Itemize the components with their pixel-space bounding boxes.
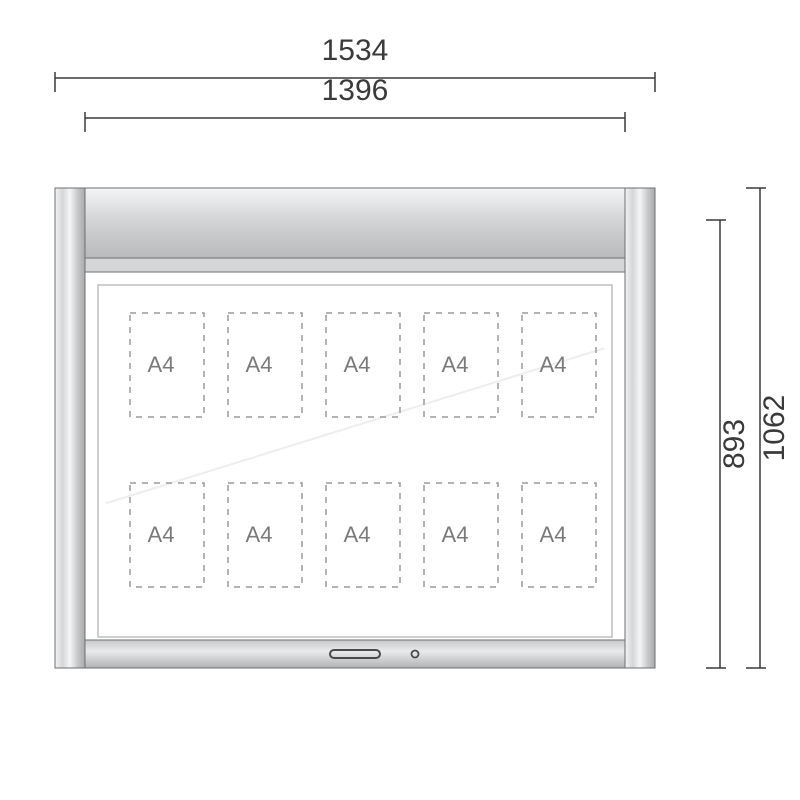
a4-slot-label: A4 (344, 522, 371, 547)
dim-outer-height: 1062 (758, 395, 791, 462)
right-post (625, 188, 655, 668)
a4-slot-label: A4 (540, 522, 567, 547)
dim-outer-width: 1534 (322, 34, 389, 67)
a4-slot-label: A4 (344, 352, 371, 377)
glass-rect (98, 285, 612, 637)
a4-slot-label: A4 (148, 522, 175, 547)
a4-slot-label: A4 (442, 522, 469, 547)
a4-slot-label: A4 (148, 352, 175, 377)
glass-panel (98, 285, 612, 637)
dim-inner-height: 893 (718, 419, 751, 469)
dim-inner-width: 1396 (322, 74, 389, 107)
a4-slot-label: A4 (442, 352, 469, 377)
a4-slot-label: A4 (246, 522, 273, 547)
a4-slot-label: A4 (246, 352, 273, 377)
top-dimension-group: 1534 1396 (55, 34, 655, 132)
a4-slot-label: A4 (540, 352, 567, 377)
top-rail-lip (85, 258, 625, 272)
right-dimension-group: 1062893 (706, 188, 791, 668)
diagram-canvas: 1534 1396 1062893 A4 A4 A4 A4 A4 A4 A4 A4 A4 A4 (0, 0, 800, 800)
left-post (55, 188, 85, 668)
top-rail (85, 188, 625, 258)
bottom-rail (85, 640, 625, 668)
